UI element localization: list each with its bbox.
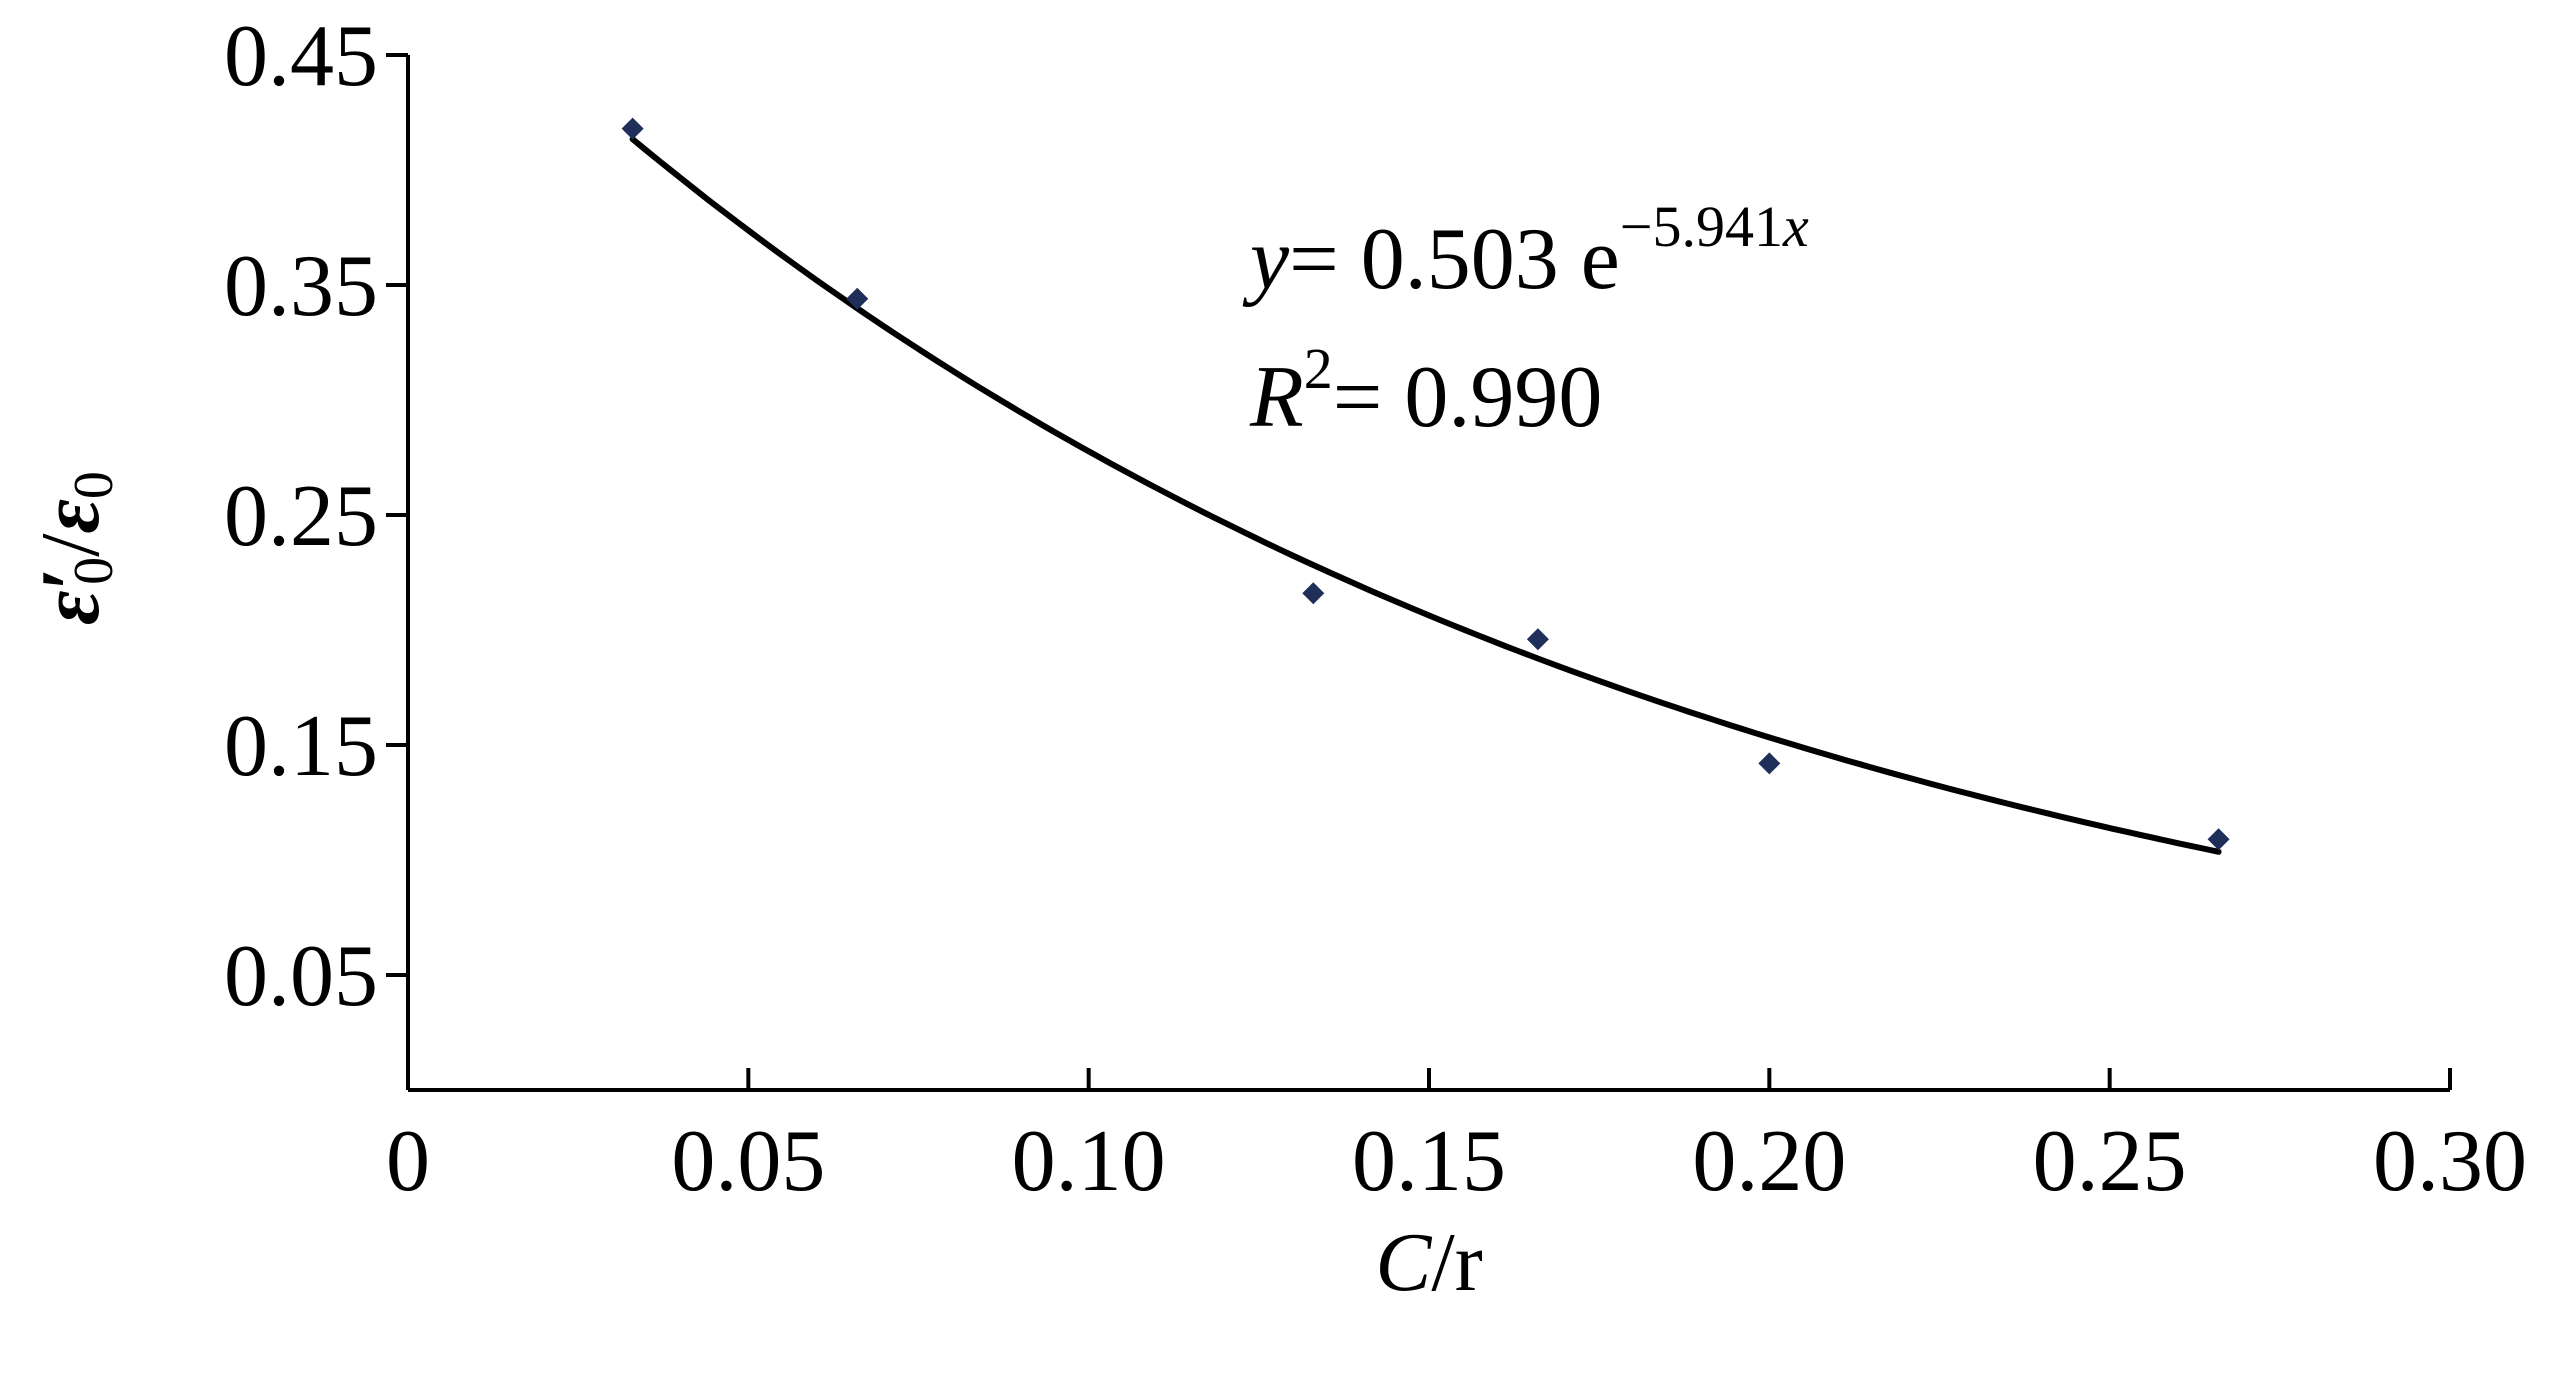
y-label-sub-2: 0 [63,471,125,499]
y-tick-label: 0.25 [224,468,378,565]
fit-equation: y= 0.503 e−5.941x [1242,194,1809,308]
x-tick-label: 0 [386,1113,430,1210]
x-tick-label: 0.05 [671,1113,825,1210]
x-ticks: 0 0.05 0.10 0.15 0.20 0.25 0.30 [386,1068,2527,1210]
y-tick-label: 0.15 [224,698,378,795]
y-label-sub-1: 0 [63,557,125,585]
x-axis-label-italic: C [1375,1216,1432,1309]
y-axis-label: ε′0/ε0 [24,471,125,625]
y-tick-label: 0.45 [224,8,378,105]
fit-equation-exponent: −5.941 [1620,194,1783,259]
data-point [1302,582,1325,605]
x-axis-label-rest: /r [1431,1216,1482,1309]
data-point [621,117,644,140]
fit-equation-y: y [1242,211,1290,308]
y-tick-label: 0.35 [224,238,378,335]
x-tick-label: 0.10 [1012,1113,1166,1210]
r-squared: R2= 0.990 [1249,336,1602,446]
data-point [1526,628,1549,651]
fit-curve [629,136,2222,855]
data-points [621,117,2230,851]
y-label-eps-1: ε [24,590,117,624]
x-tick-label: 0.20 [1692,1113,1846,1210]
data-point [2207,828,2230,851]
x-tick-label: 0.30 [2373,1113,2527,1210]
data-point [846,287,869,310]
r-squared-sup: 2 [1304,336,1333,401]
y-tick-label: 0.05 [224,928,378,1025]
y-ticks: 0.05 0.15 0.25 0.35 0.45 [224,8,408,1025]
x-tick-label: 0.15 [1352,1113,1506,1210]
y-label-eps-2: ε [24,499,117,533]
x-tick-label: 0.25 [2033,1113,2187,1210]
data-point [1758,752,1781,775]
r-squared-value: = 0.990 [1333,349,1603,446]
x-axis-label: C/r [1375,1216,1482,1309]
r-squared-r: R [1249,349,1304,446]
fit-equation-body: = 0.503 e [1289,211,1620,308]
y-label-sep: / [24,533,117,557]
y-label-prime: ′ [24,567,117,591]
fit-equation-exponent-x: x [1782,194,1809,259]
